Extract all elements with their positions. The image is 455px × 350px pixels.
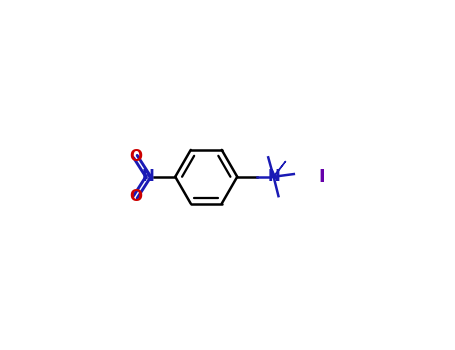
- Text: I: I: [319, 168, 325, 186]
- Polygon shape: [272, 161, 286, 178]
- Text: N: N: [267, 169, 280, 184]
- Text: O: O: [129, 149, 142, 164]
- Text: O: O: [129, 189, 142, 204]
- Text: N: N: [142, 169, 155, 184]
